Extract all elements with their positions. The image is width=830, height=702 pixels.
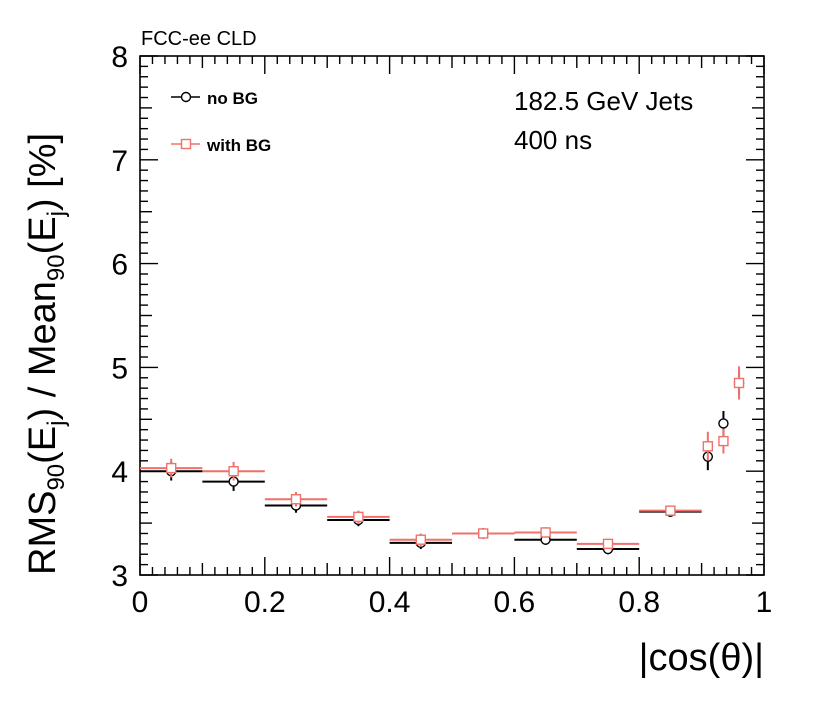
y-title-energy-b: (E xyxy=(22,216,64,254)
y-title-sub-j-b: j xyxy=(43,211,70,217)
legend: no BG with BG xyxy=(171,89,271,155)
y-tick-label: 7 xyxy=(111,145,128,178)
annotation-timing: 400 ns xyxy=(514,125,592,155)
experiment-label: FCC-ee CLD xyxy=(141,28,257,50)
data-point-circle xyxy=(718,418,729,429)
annotation-energy: 182.5 GeV Jets xyxy=(514,86,693,116)
data-point-square xyxy=(718,435,729,447)
series-no-bg xyxy=(140,370,745,555)
x-tick-label: 0.4 xyxy=(369,586,411,619)
y-axis-title: RMS90(Ej) / Mean90(Ej) [%] xyxy=(22,133,70,575)
data-point-square xyxy=(665,505,676,516)
data-point-square xyxy=(228,466,239,477)
data-point-square xyxy=(290,494,302,505)
data-point-square xyxy=(478,528,489,539)
x-tick-label: 0.6 xyxy=(494,586,536,619)
y-title-sub-j-a: j xyxy=(43,421,70,427)
x-tick-label: 0.2 xyxy=(244,586,286,619)
legend-label-with-bg: with BG xyxy=(206,136,271,155)
data-point-square xyxy=(540,527,551,538)
legend-entry-with-bg: with BG xyxy=(171,136,271,155)
series-with-bg xyxy=(140,366,745,550)
data-point-square xyxy=(165,462,177,474)
y-title-rms: RMS xyxy=(22,491,64,575)
y-title-energy-a: (E xyxy=(22,426,64,464)
legend-entry-no-bg: no BG xyxy=(171,89,258,108)
data-point-square xyxy=(415,534,426,545)
legend-marker-circle xyxy=(180,91,192,103)
y-tick-label: 5 xyxy=(111,352,128,385)
y-tick-label: 6 xyxy=(111,249,128,282)
y-title-sub-90-b: 90 xyxy=(43,254,70,281)
y-title-mean: ) / Mean xyxy=(22,281,64,420)
data-series xyxy=(140,366,745,555)
plot-frame xyxy=(139,55,765,576)
axis-tick-labels: 0 0.2 0.4 0.6 0.8 1 3 4 5 6 7 8 xyxy=(111,41,772,619)
legend-label-no-bg: no BG xyxy=(207,89,258,108)
axis-ticks xyxy=(139,55,765,576)
x-axis-title: |cos(θ)| xyxy=(639,637,764,679)
x-tick-label: 0 xyxy=(132,586,149,619)
y-tick-label: 4 xyxy=(111,456,128,489)
data-point-square xyxy=(602,538,614,550)
data-point-square xyxy=(702,441,714,452)
data-point-square xyxy=(733,377,745,389)
y-tick-label: 3 xyxy=(111,560,128,593)
legend-marker-square xyxy=(180,138,192,150)
x-tick-label: 1 xyxy=(756,586,773,619)
y-tick-label: 8 xyxy=(111,41,128,74)
x-tick-label: 0.8 xyxy=(618,586,660,619)
y-title-sub-90-a: 90 xyxy=(43,464,70,491)
y-title-percent: ) [%] xyxy=(22,133,64,211)
data-point-square xyxy=(353,511,364,523)
